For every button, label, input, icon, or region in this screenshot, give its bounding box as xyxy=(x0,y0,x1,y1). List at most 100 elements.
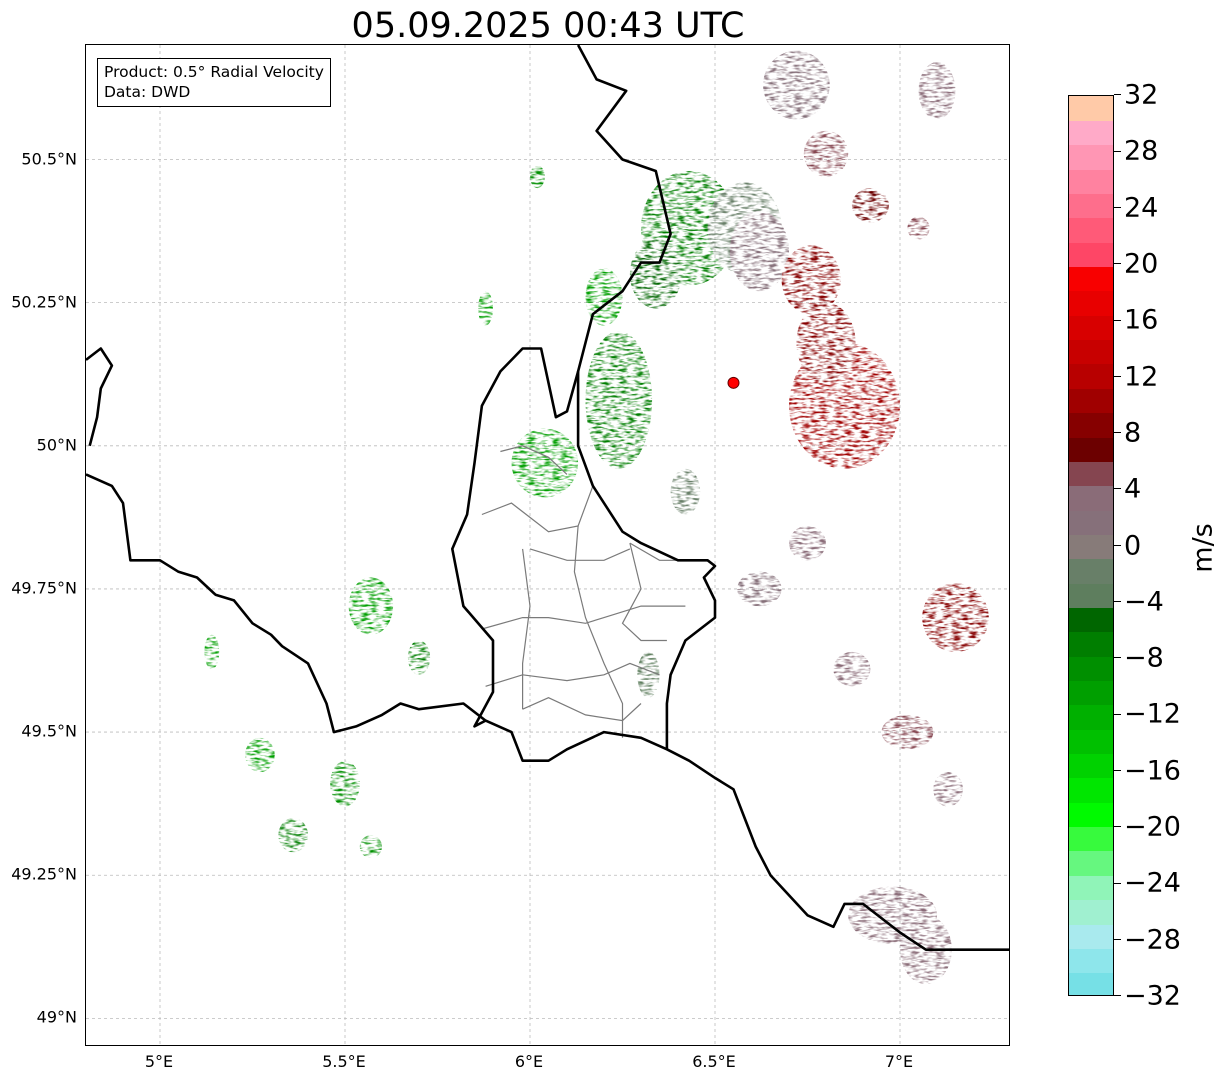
colorbar-segment xyxy=(1069,120,1113,146)
colorbar-segment xyxy=(1069,583,1113,608)
echo-core xyxy=(535,168,544,181)
colorbar-segment xyxy=(1069,534,1113,560)
colorbar-tick xyxy=(1114,995,1121,997)
district-boundary xyxy=(629,542,678,561)
colorbar-segment xyxy=(1069,461,1113,487)
lon-tick-label: 6°E xyxy=(514,1052,544,1071)
radar-site xyxy=(727,376,740,389)
colorbar-segment xyxy=(1069,753,1113,779)
country-border xyxy=(86,347,114,447)
product-label: Product: 0.5° Radial Velocity xyxy=(104,63,324,81)
echo-core xyxy=(415,645,428,663)
colorbar-tick xyxy=(1114,770,1121,771)
district-boundary xyxy=(500,445,568,475)
echo-core xyxy=(645,658,658,682)
colorbar-tick xyxy=(1114,375,1121,377)
colorbar-segment xyxy=(1069,193,1113,219)
colorbar-segment xyxy=(1069,899,1113,925)
colorbar-tick xyxy=(1114,601,1121,603)
country-border xyxy=(451,45,672,728)
echo-core xyxy=(915,220,928,232)
colorbar-segment xyxy=(1069,266,1113,292)
district-boundaries xyxy=(481,445,686,738)
colorbar-tick-label: −24 xyxy=(1124,867,1181,899)
colorbar-segment xyxy=(1069,558,1113,584)
echo-core xyxy=(534,438,572,474)
lat-tick-label: 50°N xyxy=(36,435,77,455)
colorbar-segment xyxy=(1069,631,1113,657)
lat-tick-label: 49.5°N xyxy=(21,721,77,741)
echo-core xyxy=(364,586,389,615)
colorbar-segment xyxy=(1069,923,1113,949)
colorbar-segment xyxy=(1069,826,1113,852)
echo-core xyxy=(864,193,886,211)
echo-core xyxy=(817,314,850,355)
lat-tick-label: 50.25°N xyxy=(11,292,77,312)
colorbar-tick xyxy=(1114,488,1121,490)
colorbar-segment xyxy=(1069,388,1113,414)
map-title: 05.09.2025 00:43 UTC xyxy=(351,6,745,46)
colorbar-tick xyxy=(1114,206,1121,208)
colorbar-tick-label: 0 xyxy=(1124,530,1142,561)
colorbar-segment xyxy=(1069,339,1113,365)
colorbar-tick-label: −28 xyxy=(1124,924,1181,956)
echo-core xyxy=(255,742,272,761)
colorbar-segment xyxy=(1069,96,1113,121)
echo-core xyxy=(750,223,784,264)
district-boundary xyxy=(481,485,594,533)
echo-core xyxy=(483,296,492,314)
colorbar-segment xyxy=(1069,972,1113,995)
country-borders xyxy=(86,45,1009,951)
colorbar-segment xyxy=(1069,412,1113,438)
colorbar-tick-label: 4 xyxy=(1124,473,1142,505)
district-boundary xyxy=(522,548,531,710)
lat-tick-label: 50.5°N xyxy=(21,149,77,168)
colorbar-segment xyxy=(1069,169,1113,194)
lon-tick-label: 6.5°E xyxy=(692,1052,736,1071)
colorbar-tick-label: 28 xyxy=(1124,135,1159,167)
colorbar-segment xyxy=(1069,315,1113,341)
colorbar-tick-label: 16 xyxy=(1124,304,1159,336)
colorbar-tick-label: −12 xyxy=(1124,698,1181,730)
colorbar-tick-label: 32 xyxy=(1124,79,1159,111)
colorbar-tick xyxy=(1114,657,1121,659)
colorbar-segment xyxy=(1069,607,1113,633)
colorbar-tick xyxy=(1114,319,1121,321)
echo-core xyxy=(209,639,218,658)
colorbar-segment xyxy=(1069,850,1113,876)
lon-tick-label: 7°E xyxy=(884,1052,914,1071)
colorbar-tick xyxy=(1114,938,1121,940)
colorbar-segment xyxy=(1069,290,1113,316)
district-boundary xyxy=(573,525,624,738)
colorbar-segment xyxy=(1069,217,1113,243)
echo-core xyxy=(819,137,844,161)
colorbar-tick-label: 20 xyxy=(1124,248,1159,280)
colorbar-segment xyxy=(1069,656,1113,682)
radar-map-canvas xyxy=(86,45,1009,1045)
colorbar-tick-label: 24 xyxy=(1124,192,1159,224)
echo-core xyxy=(802,255,835,291)
data-source-label: Data: DWD xyxy=(104,83,191,101)
colorbar-tick-label: −20 xyxy=(1124,811,1181,843)
colorbar-segment xyxy=(1069,777,1113,803)
colorbar-segment xyxy=(1069,436,1113,462)
echo-core xyxy=(879,895,929,924)
country-border xyxy=(576,371,717,750)
district-boundary xyxy=(529,548,631,561)
district-boundary xyxy=(481,605,686,630)
colorbar-tick-label: −8 xyxy=(1124,642,1164,674)
colorbar-segment xyxy=(1069,875,1113,901)
colorbar-tick xyxy=(1114,882,1121,884)
velocity-colorbar xyxy=(1068,95,1114,996)
colorbar-segment xyxy=(1069,680,1113,706)
radar-site-marker xyxy=(727,376,740,389)
echo-core xyxy=(288,823,306,841)
lat-tick-label: 49°N xyxy=(36,1007,77,1027)
district-boundary xyxy=(485,662,660,687)
colorbar-tick-label: 12 xyxy=(1124,361,1159,393)
radar-map[interactable] xyxy=(85,44,1010,1046)
product-info-box: Product: 0.5° Radial Velocity Data: DWD xyxy=(97,58,331,107)
echo-core xyxy=(680,475,698,499)
echo-core xyxy=(918,925,947,960)
echo-core xyxy=(827,361,889,425)
